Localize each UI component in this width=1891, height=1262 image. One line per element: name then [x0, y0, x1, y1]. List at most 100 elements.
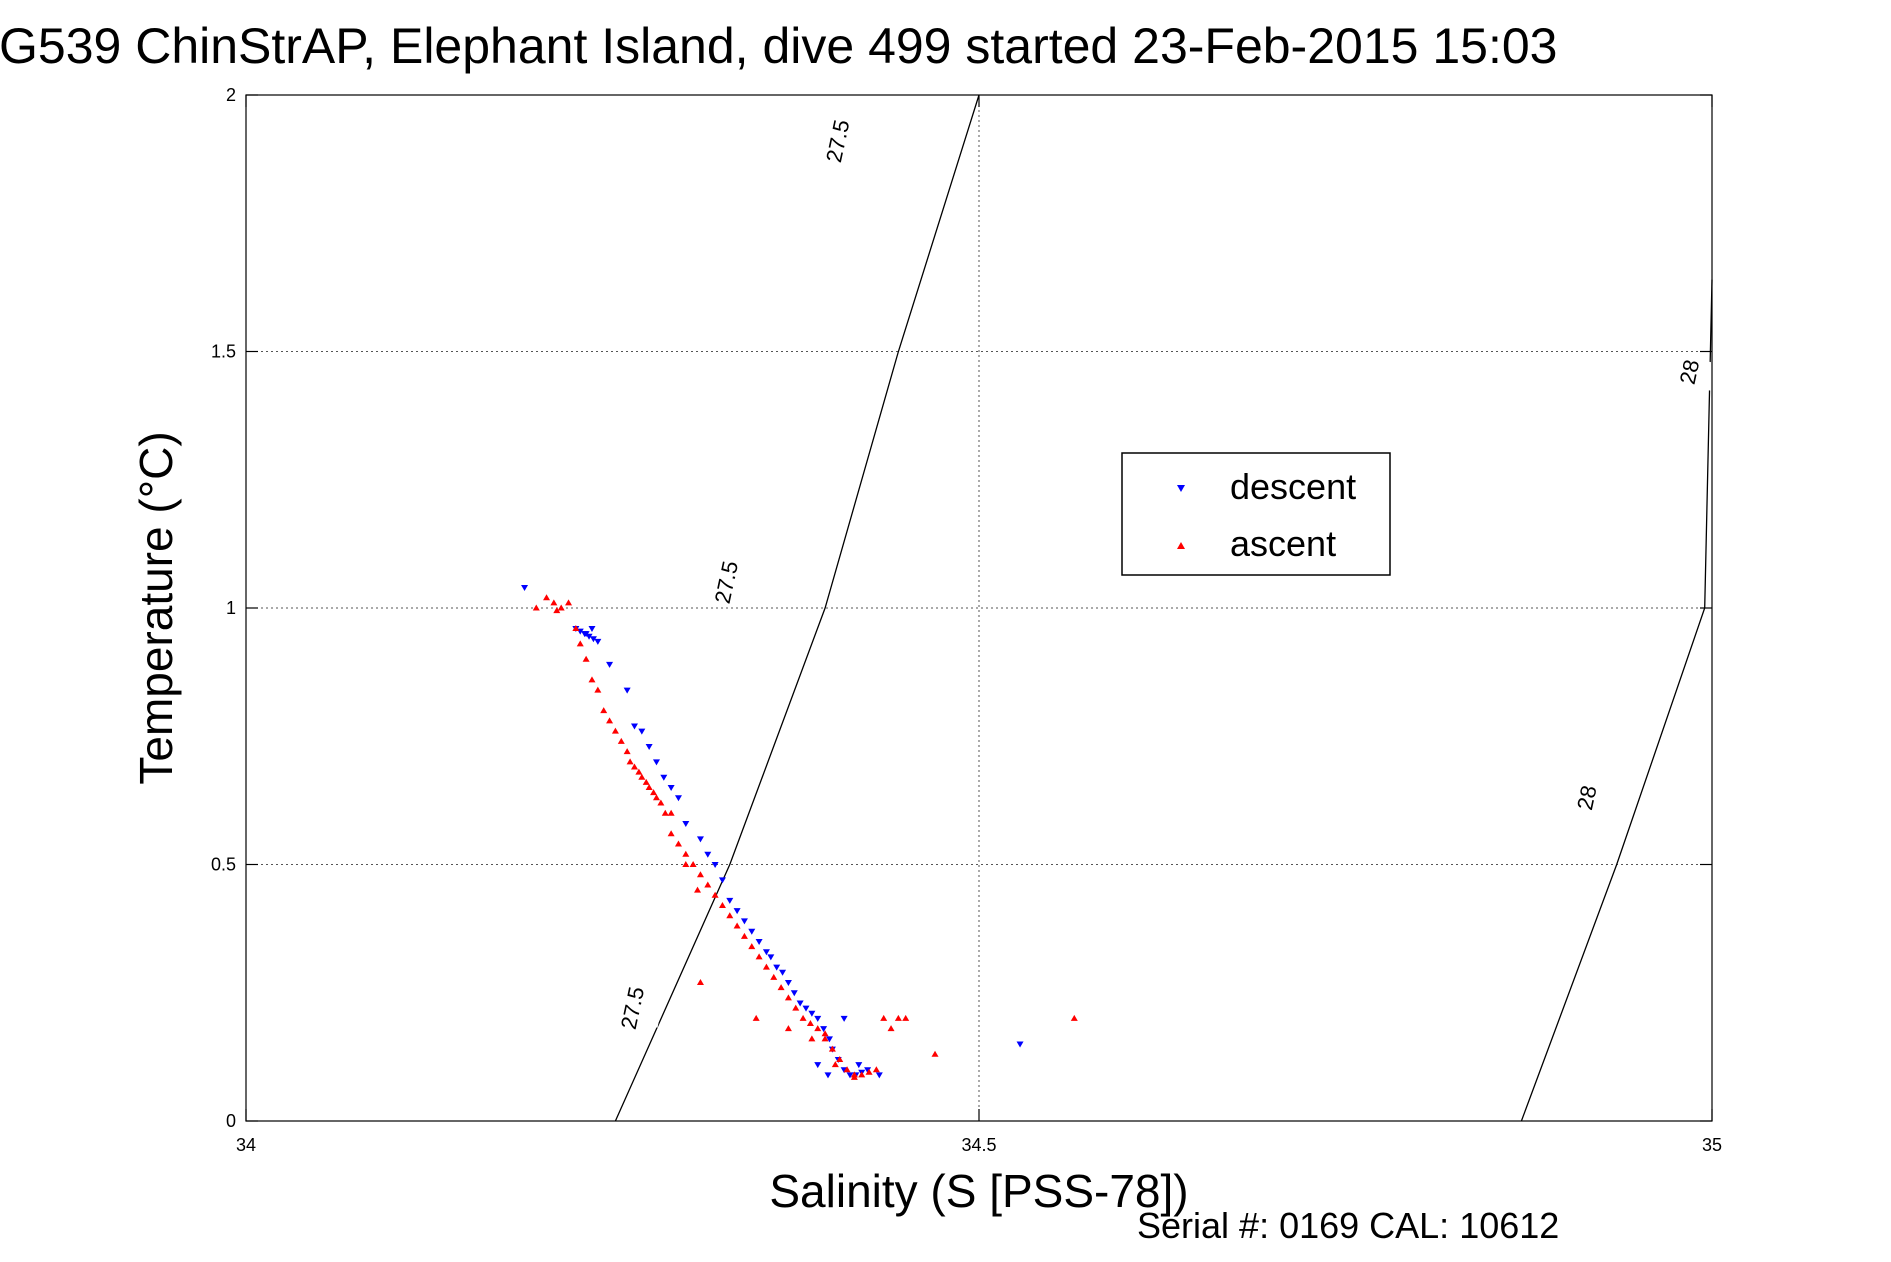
ascent-point — [733, 922, 741, 929]
descent-point — [767, 954, 775, 961]
descent-point — [718, 877, 726, 884]
ascent-point — [667, 830, 675, 837]
y-tick-label: 2 — [226, 85, 236, 105]
y-tick-label: 1.5 — [211, 342, 236, 362]
isopycnal-label-bg — [1557, 778, 1618, 818]
ascent-point — [667, 809, 675, 816]
descent-point — [824, 1072, 832, 1079]
descent-point — [814, 1015, 822, 1022]
ascent-point — [755, 953, 763, 960]
isopycnal-label-bg — [602, 988, 664, 1028]
ascent-point — [689, 861, 697, 867]
descent-point — [779, 969, 787, 976]
descent-point — [638, 728, 646, 735]
descent-point — [630, 723, 638, 730]
descent-point — [606, 661, 614, 668]
ascent-point — [582, 655, 590, 662]
descent-point — [773, 964, 781, 971]
descent-point — [674, 795, 682, 802]
isopycnal-line-28 — [1520, 279, 1713, 1122]
serial-footer: Serial #: 0169 CAL: 10612 — [1137, 1205, 1559, 1246]
ascent-point — [642, 778, 650, 785]
ascent-point — [784, 1025, 792, 1032]
ascent-point — [784, 994, 792, 1001]
descent-point — [582, 631, 590, 638]
descent-point — [790, 990, 798, 997]
ascent-point — [887, 1025, 895, 1032]
ascent-point — [821, 1030, 829, 1037]
descent-point — [667, 785, 675, 792]
ascent-point — [682, 861, 690, 867]
ascent-point — [740, 932, 748, 939]
ascent-point — [565, 599, 573, 606]
descent-point — [682, 820, 690, 827]
ascent-point — [694, 886, 702, 893]
ascent-point — [770, 973, 778, 980]
ascent-point — [557, 604, 565, 611]
ascent-point — [635, 768, 643, 775]
isopycnal-line-27.5 — [614, 94, 980, 1122]
descent-point — [755, 938, 763, 945]
descent-point — [733, 908, 741, 915]
ascent-point — [645, 784, 653, 791]
ascent-point — [572, 625, 580, 632]
ascent-point — [777, 984, 785, 991]
ascent-point — [799, 1014, 807, 1021]
legend: descent ascent — [1121, 452, 1391, 576]
ascent-point — [792, 1004, 800, 1011]
ascent-point — [726, 912, 734, 919]
descent-point — [855, 1062, 863, 1069]
ascent-point — [650, 789, 658, 796]
x-tick-label: 35 — [1702, 1135, 1722, 1155]
descent-point — [711, 862, 719, 868]
ascent-point — [865, 1068, 873, 1075]
descent-point — [762, 949, 770, 956]
ascent-point — [806, 1020, 814, 1027]
descent-point — [696, 836, 704, 843]
ascent-point — [696, 978, 704, 985]
ascent-point — [606, 717, 614, 724]
ascent-point — [843, 1066, 851, 1073]
ascent-point — [880, 1014, 888, 1021]
descent-point — [814, 1062, 822, 1069]
ascent-point — [872, 1066, 880, 1073]
descent-point — [825, 1036, 833, 1043]
ascent-point — [588, 676, 596, 683]
grid-lines — [246, 95, 1712, 1121]
x-tick-label: 34 — [236, 1135, 256, 1155]
ascent-point — [594, 686, 602, 693]
ascent-point — [762, 963, 770, 970]
ascent-point — [748, 943, 756, 950]
descent-point — [585, 633, 593, 640]
descent-point — [660, 774, 668, 781]
ascent-point — [611, 727, 619, 734]
ascent-point — [617, 737, 625, 744]
descent-point — [1016, 1041, 1024, 1048]
descent-point — [588, 626, 596, 633]
ascent-point — [630, 763, 638, 770]
descent-point — [846, 1072, 854, 1079]
ascent-point — [600, 707, 608, 714]
isopycnal-label-bg — [696, 562, 758, 602]
ascent-point — [626, 758, 634, 765]
legend-marker-ascent — [1177, 542, 1185, 549]
ascent-point — [1070, 1014, 1078, 1021]
ascent-point — [814, 1025, 822, 1032]
x-tick-label: 34.5 — [961, 1135, 996, 1155]
isopycnal-label-bg — [807, 121, 869, 161]
ascent-point — [831, 1061, 839, 1068]
ascent-point — [638, 773, 646, 780]
ascent-point — [682, 850, 690, 857]
ascent-point — [836, 1055, 844, 1062]
x-axis-label: Salinity (S [PSS-78]) — [769, 1165, 1188, 1217]
y-axis-label: Temperature (°C) — [130, 431, 182, 784]
descent-point — [594, 638, 602, 645]
descent-point — [726, 897, 734, 904]
y-tick-label: 0.5 — [211, 855, 236, 875]
ascent-point — [661, 809, 669, 816]
isopycnal-label-bg — [1659, 352, 1721, 392]
ascent-point — [850, 1073, 858, 1080]
y-tick-label: 1 — [226, 598, 236, 618]
